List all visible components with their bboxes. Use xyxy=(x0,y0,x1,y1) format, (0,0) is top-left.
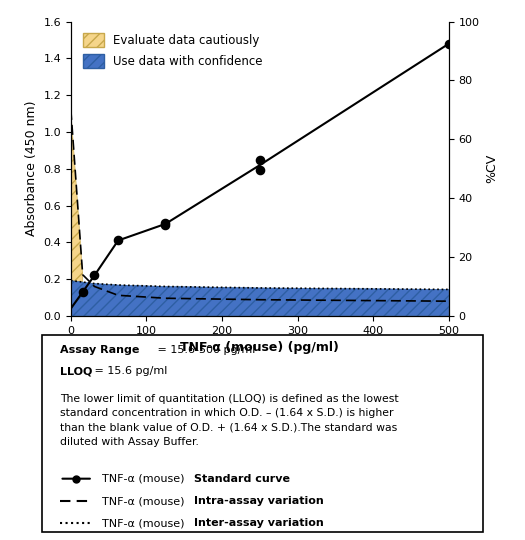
Legend: Evaluate data cautiously, Use data with confidence: Evaluate data cautiously, Use data with … xyxy=(77,28,269,74)
Point xyxy=(256,156,264,165)
Point xyxy=(90,271,99,280)
Point xyxy=(161,220,170,229)
Y-axis label: Absorbance (450 nm): Absorbance (450 nm) xyxy=(25,101,38,237)
Text: The lower limit of quantitation (LLOQ) is defined as the lowest
standard concent: The lower limit of quantitation (LLOQ) i… xyxy=(60,394,398,447)
Text: = 15.6 pg/ml: = 15.6 pg/ml xyxy=(91,366,168,376)
Point xyxy=(256,165,264,174)
Text: TNF-α (mouse): TNF-α (mouse) xyxy=(101,496,187,507)
Text: = 15.6-500 pg/ml: = 15.6-500 pg/ml xyxy=(154,345,256,355)
Point xyxy=(78,288,87,296)
Text: TNF-α (mouse): TNF-α (mouse) xyxy=(101,518,187,528)
Text: TNF-α (mouse): TNF-α (mouse) xyxy=(101,474,187,484)
Y-axis label: %CV: %CV xyxy=(485,154,498,184)
Point xyxy=(445,39,453,48)
Point xyxy=(114,236,122,245)
Text: Assay Range: Assay Range xyxy=(60,345,139,355)
Text: Inter-assay variation: Inter-assay variation xyxy=(194,518,324,528)
Text: Standard curve: Standard curve xyxy=(194,474,290,484)
Text: Intra-assay variation: Intra-assay variation xyxy=(194,496,324,507)
Point xyxy=(161,219,170,227)
Text: LLOQ: LLOQ xyxy=(60,366,92,376)
X-axis label: TNF-α (mouse) (pg/ml): TNF-α (mouse) (pg/ml) xyxy=(181,341,339,354)
